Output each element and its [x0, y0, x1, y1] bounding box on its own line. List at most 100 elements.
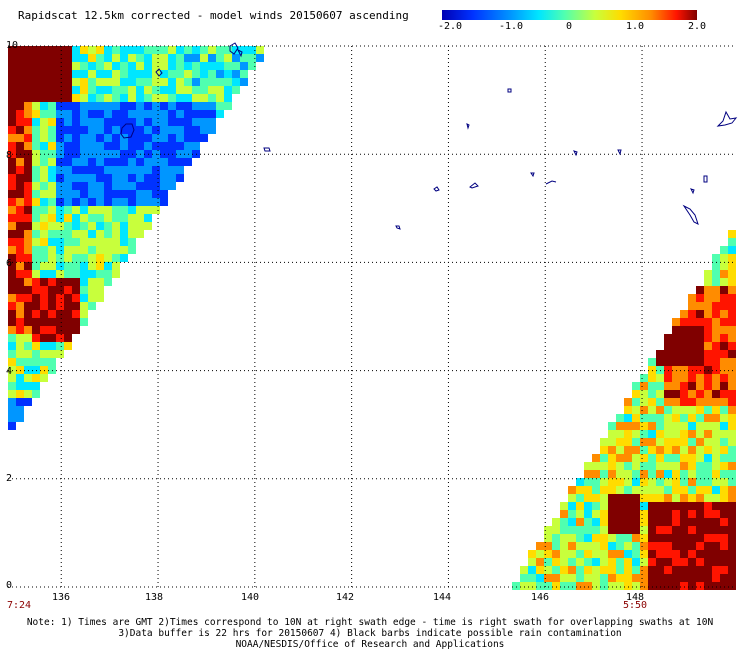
- wind-cell: [72, 262, 80, 270]
- wind-cell: [712, 390, 720, 398]
- wind-cell: [40, 78, 48, 86]
- wind-cell: [72, 198, 80, 206]
- wind-cell: [88, 46, 96, 54]
- wind-cell: [664, 366, 672, 374]
- wind-cell: [72, 102, 80, 110]
- wind-cell: [32, 182, 40, 190]
- wind-cell: [624, 558, 632, 566]
- wind-cell: [152, 94, 160, 102]
- wind-cell: [56, 214, 64, 222]
- wind-cell: [72, 110, 80, 118]
- wind-cell: [16, 126, 24, 134]
- lon-tick-label: 136: [51, 592, 71, 603]
- wind-cell: [680, 454, 688, 462]
- wind-cell: [208, 78, 216, 86]
- wind-cell: [544, 534, 552, 542]
- wind-cell: [728, 414, 736, 422]
- wind-cell: [112, 142, 120, 150]
- wind-cell: [8, 230, 16, 238]
- wind-cell: [88, 302, 96, 310]
- wind-cell: [8, 262, 16, 270]
- wind-cell: [688, 390, 696, 398]
- wind-cell: [192, 78, 200, 86]
- wind-cell: [40, 190, 48, 198]
- wind-cell: [560, 550, 568, 558]
- wind-cell: [8, 78, 16, 86]
- wind-cell: [64, 78, 72, 86]
- wind-cell: [120, 254, 128, 262]
- wind-cell: [64, 182, 72, 190]
- wind-cell: [56, 86, 64, 94]
- wind-cell: [192, 102, 200, 110]
- wind-cell: [720, 302, 728, 310]
- wind-cell: [240, 70, 248, 78]
- wind-cell: [704, 534, 712, 542]
- wind-cell: [656, 478, 664, 486]
- wind-cell: [168, 46, 176, 54]
- wind-cell: [96, 294, 104, 302]
- wind-cell: [688, 526, 696, 534]
- wind-cell: [608, 574, 616, 582]
- wind-cell: [144, 214, 152, 222]
- wind-cell: [632, 574, 640, 582]
- wind-cell: [8, 374, 16, 382]
- wind-cell: [168, 118, 176, 126]
- wind-cell: [600, 494, 608, 502]
- wind-cell: [720, 286, 728, 294]
- wind-cell: [64, 238, 72, 246]
- wind-cell: [8, 174, 16, 182]
- wind-cell: [664, 582, 672, 590]
- wind-cell: [80, 230, 88, 238]
- island-outline: [703, 175, 708, 183]
- wind-cell: [616, 542, 624, 550]
- wind-cell: [32, 198, 40, 206]
- wind-cell: [176, 62, 184, 70]
- wind-cell: [80, 118, 88, 126]
- wind-cell: [32, 358, 40, 366]
- wind-cell: [32, 190, 40, 198]
- wind-cell: [568, 518, 576, 526]
- wind-cell: [688, 310, 696, 318]
- wind-cell: [120, 198, 128, 206]
- wind-cell: [48, 366, 56, 374]
- wind-cell: [704, 582, 712, 590]
- wind-cell: [224, 46, 232, 54]
- wind-cell: [672, 334, 680, 342]
- wind-cell: [192, 110, 200, 118]
- wind-cell: [184, 134, 192, 142]
- wind-cell: [16, 62, 24, 70]
- wind-cell: [696, 542, 704, 550]
- wind-cell: [248, 54, 256, 62]
- wind-cell: [8, 366, 16, 374]
- wind-cell: [712, 438, 720, 446]
- wind-cell: [144, 142, 152, 150]
- wind-cell: [40, 102, 48, 110]
- wind-cell: [656, 502, 664, 510]
- wind-cell: [24, 334, 32, 342]
- wind-cell: [56, 350, 64, 358]
- wind-cell: [720, 382, 728, 390]
- wind-cell: [616, 558, 624, 566]
- wind-cell: [616, 582, 624, 590]
- wind-cell: [720, 294, 728, 302]
- wind-cell: [24, 238, 32, 246]
- wind-cell: [728, 510, 736, 518]
- wind-cell: [192, 46, 200, 54]
- wind-cell: [728, 382, 736, 390]
- wind-cell: [128, 110, 136, 118]
- wind-cell: [640, 390, 648, 398]
- wind-cell: [40, 118, 48, 126]
- wind-cell: [40, 198, 48, 206]
- wind-cell: [32, 134, 40, 142]
- wind-cell: [680, 518, 688, 526]
- wind-cell: [704, 326, 712, 334]
- wind-cell: [728, 438, 736, 446]
- wind-cell: [160, 94, 168, 102]
- wind-cell: [112, 70, 120, 78]
- wind-cell: [56, 334, 64, 342]
- wind-cell: [712, 502, 720, 510]
- wind-cell: [32, 278, 40, 286]
- wind-cell: [648, 582, 656, 590]
- wind-cell: [528, 558, 536, 566]
